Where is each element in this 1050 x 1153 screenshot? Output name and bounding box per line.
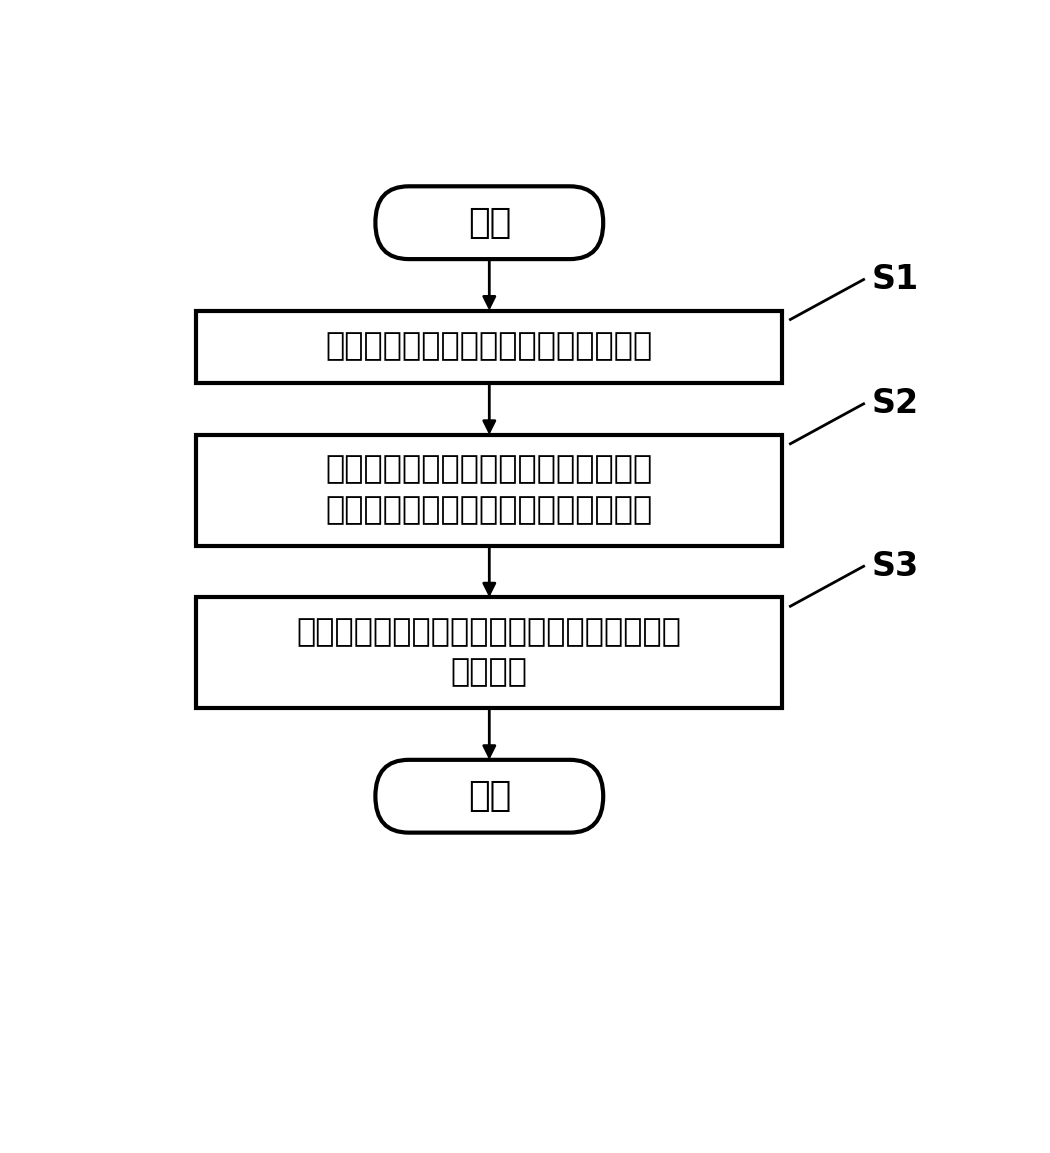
FancyBboxPatch shape — [376, 760, 604, 832]
Bar — [196, 597, 782, 708]
Text: 结束: 结束 — [467, 779, 511, 813]
FancyBboxPatch shape — [376, 187, 604, 259]
Text: 发射机进行基于改进后的深度强化学习算法的
优化决策: 发射机进行基于改进后的深度强化学习算法的 优化决策 — [297, 617, 681, 688]
Text: 根据传统深度强化学习中存在的不足，
设计适用于自适应调制场景的改进技术: 根据传统深度强化学习中存在的不足， 设计适用于自适应调制场景的改进技术 — [326, 454, 653, 526]
Bar — [196, 435, 782, 545]
Text: 开始: 开始 — [467, 205, 511, 240]
Text: S3: S3 — [872, 550, 919, 582]
Bar — [196, 310, 782, 384]
Text: S2: S2 — [872, 387, 919, 421]
Text: 基于能量采集技术构建自适应调制系统: 基于能量采集技术构建自适应调制系统 — [326, 332, 653, 362]
Text: S1: S1 — [872, 263, 919, 296]
